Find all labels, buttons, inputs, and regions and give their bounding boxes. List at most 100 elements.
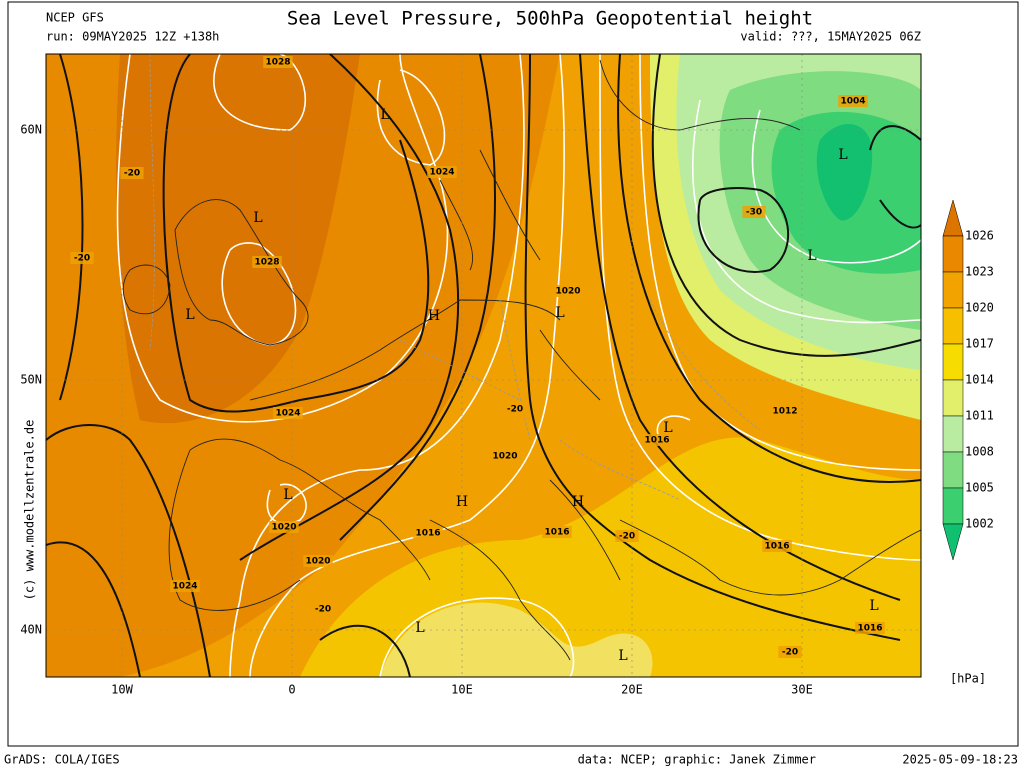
contour-label: 1024 (429, 168, 454, 178)
label-background (252, 256, 282, 268)
colorbar-box (942, 271, 964, 309)
label-background (427, 166, 457, 178)
pressure-center-label: L (869, 598, 878, 614)
contour-label: -20 (782, 648, 798, 658)
label-background (170, 580, 200, 592)
contour-label: 1012 (772, 407, 797, 417)
label-background (855, 622, 885, 634)
footer-center: data: NCEP; graphic: Janek Zimmer (578, 753, 816, 767)
contour-label: 1020 (492, 452, 517, 462)
label-background (642, 434, 672, 446)
contour-label: 1024 (172, 582, 197, 592)
pressure-center-label: H (428, 308, 440, 324)
pressure-center-label: L (838, 147, 847, 163)
pressure-center-label: H (572, 494, 584, 510)
side-credit: (c) www.modellzentrale.de (23, 420, 37, 601)
pressure-center-label: L (618, 648, 627, 664)
colorbar-label: 1008 (965, 445, 994, 459)
contour-label: -20 (507, 405, 523, 415)
pressure-center-label: L (380, 107, 389, 123)
map-title: Sea Level Pressure, 500hPa Geopotential … (287, 8, 813, 30)
contour-label: 1020 (271, 523, 296, 533)
colorbar-box (942, 235, 964, 273)
lon-label: 0 (288, 683, 295, 697)
coastlines (122, 59, 921, 661)
colorbar-box (942, 307, 964, 345)
frame (7, 1, 1019, 747)
colorbar-box (942, 379, 964, 417)
colorbar: 1026 1023 1020 1017 1014 1011 1008 1005 1002 (942, 199, 994, 561)
contour-label: 1028 (254, 258, 279, 268)
contour-label: 1004 (840, 97, 865, 107)
contour-label: 1016 (857, 624, 882, 634)
lat-label: 40N (20, 623, 42, 637)
lat-label: 50N (20, 373, 42, 387)
footer-right: 2025-05-09-18:23 (902, 753, 1018, 767)
pressure-center-label: H (456, 494, 468, 510)
lat-label: 60N (20, 123, 42, 137)
label-background (490, 450, 520, 462)
map-frame (45, 53, 922, 678)
label-background (503, 403, 527, 415)
label-background (615, 530, 639, 542)
lon-label: 20E (621, 683, 643, 697)
contour-label: 1016 (644, 436, 669, 446)
colorbar-label: 1023 (965, 265, 994, 279)
contour-label: 1020 (555, 287, 580, 297)
contour-label: -20 (619, 532, 635, 542)
label-background (553, 285, 583, 297)
valid-info: valid: ???, 15MAY2025 06Z (740, 30, 921, 44)
colorbar-label: 1002 (965, 517, 994, 531)
map-labels: 1028 L 1024 -20 L -20 1028 L H 1020 L -30 1004 L L -20 1… (70, 56, 885, 664)
contour-label: 1020 (305, 557, 330, 567)
contour-label: 1016 (415, 529, 440, 539)
colorbar-label: 1026 (965, 229, 994, 243)
label-background (542, 526, 572, 538)
label-background (70, 252, 94, 264)
colorbar-arrow (942, 199, 964, 237)
political-borders (149, 54, 761, 501)
pressure-center-label: L (555, 305, 564, 321)
label-background (311, 603, 335, 615)
colorbar-label: 1011 (965, 409, 994, 423)
lon-label: 10E (451, 683, 473, 697)
pressure-center-label: L (283, 487, 292, 503)
contour-label: 1016 (544, 528, 569, 538)
colorbar-box (942, 343, 964, 381)
colorbar-arrow (942, 523, 964, 561)
run-info: run: 09MAY2025 12Z +138h (46, 30, 219, 44)
label-background (762, 540, 792, 552)
contour-label: 1016 (764, 542, 789, 552)
label-background (269, 521, 299, 533)
pressure-center-label: L (663, 420, 672, 436)
colorbar-box (942, 451, 964, 489)
label-background (303, 555, 333, 567)
contour-label: -20 (315, 605, 331, 615)
map-area: 1028 L 1024 -20 L -20 1028 L H 1020 L -30 1004 L L -20 1… (46, 54, 921, 677)
model-name: NCEP GFS (46, 11, 104, 25)
label-background (120, 167, 144, 179)
pressure-fill (380, 602, 653, 677)
label-background (770, 405, 800, 417)
colorbar-label: 1020 (965, 301, 994, 315)
label-background (413, 527, 443, 539)
label-background (838, 95, 868, 107)
pressure-center-label: L (807, 248, 816, 264)
colorbar-unit: [hPa] (950, 672, 986, 686)
colorbar-box (942, 487, 964, 525)
contour-label: -20 (124, 169, 140, 179)
footer-left: GrADS: COLA/IGES (4, 753, 120, 767)
axes: 60N 50N 40N 10W 0 10E 20E 30E (20, 123, 813, 697)
isobars (116, 54, 921, 677)
contour-label: 1028 (265, 58, 290, 68)
colorbar-box (942, 415, 964, 453)
pressure-fill (816, 123, 873, 221)
label-background (273, 407, 303, 419)
contour-label: -20 (74, 254, 90, 264)
contour-label: -30 (746, 208, 762, 218)
contour-label: 1024 (275, 409, 300, 419)
colorbar-label: 1014 (965, 373, 994, 387)
pressure-center-label: L (185, 307, 194, 323)
label-background (778, 646, 802, 658)
